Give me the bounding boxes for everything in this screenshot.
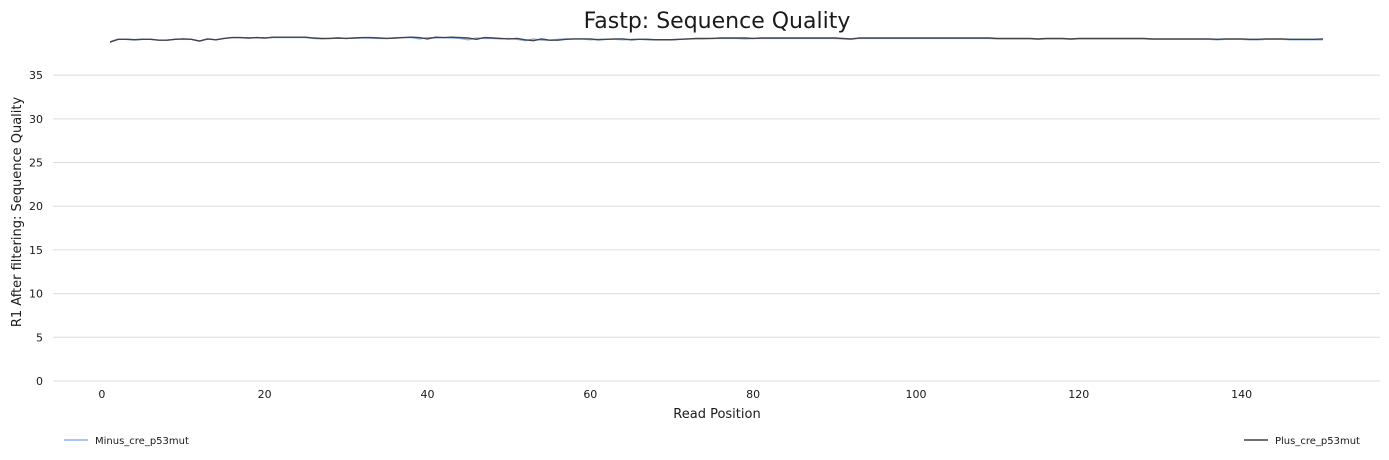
x-tick-label: 140 — [1231, 388, 1252, 401]
y-tick-label: 25 — [29, 157, 43, 170]
y-axis-ticks: 0 5 10 15 20 25 30 35 — [29, 69, 43, 388]
x-tick-label: 20 — [258, 388, 272, 401]
y-tick-label: 0 — [36, 375, 43, 388]
series-line-Plus_cre_p53mut[interactable] — [109, 36, 1324, 43]
x-tick-label: 80 — [746, 388, 760, 401]
y-tick-label: 35 — [29, 69, 43, 82]
legend-item-plus-cre[interactable]: Plus_cre_p53mut — [1244, 436, 1360, 447]
y-tick-label: 5 — [36, 331, 43, 344]
y-tick-label: 20 — [29, 200, 43, 213]
series-lines — [109, 36, 1324, 44]
legend-item-minus-cre[interactable]: Minus_cre_p53mut — [64, 436, 189, 447]
y-tick-label: 30 — [29, 113, 43, 126]
x-tick-label: 60 — [583, 388, 597, 401]
x-tick-label: 0 — [98, 388, 105, 401]
chart-title: Fastp: Sequence Quality — [584, 9, 851, 34]
x-axis-ticks: 0 20 40 60 80 100 120 140 — [98, 388, 1252, 401]
y-tick-label: 15 — [29, 244, 43, 257]
x-tick-label: 120 — [1068, 388, 1089, 401]
x-tick-label: 40 — [420, 388, 434, 401]
legend-label: Plus_cre_p53mut — [1275, 436, 1360, 447]
x-axis-label: Read Position — [673, 407, 760, 422]
y-tick-label: 10 — [29, 288, 43, 301]
y-axis-label: R1 After filtering: Sequence Quality — [10, 97, 25, 328]
x-tick-label: 100 — [905, 388, 926, 401]
legend-label: Minus_cre_p53mut — [95, 436, 189, 447]
gridlines — [53, 74, 1380, 382]
